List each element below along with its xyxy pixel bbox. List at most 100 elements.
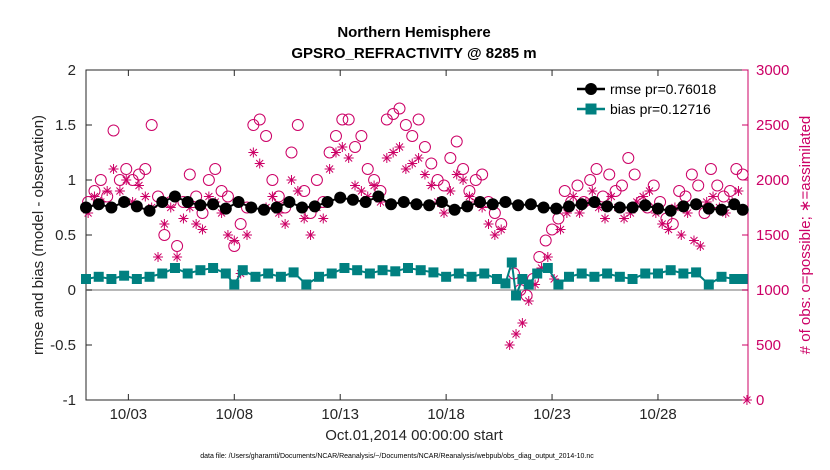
assimilated-obs-marker <box>381 153 392 163</box>
y-tick-label: 2 <box>68 62 76 79</box>
bias-point <box>542 263 553 273</box>
y-tick-label: 1 <box>68 172 76 189</box>
possible-obs-marker <box>266 174 279 186</box>
possible-obs-marker <box>476 168 489 181</box>
bias-point <box>576 268 587 279</box>
rmse-point <box>359 196 372 208</box>
rmse-point <box>346 193 359 206</box>
y-right-axis-label: # of obs: o=possible; ∗=assimilated <box>797 116 814 355</box>
possible-obs-marker <box>183 168 196 181</box>
assimilated-obs-marker <box>536 263 547 273</box>
x-tick-label: 10/28 <box>639 406 677 423</box>
assimilated-obs-marker <box>555 224 566 235</box>
assimilated-obs-marker <box>400 164 411 174</box>
possible-obs-marker <box>406 130 419 142</box>
rmse-point <box>448 203 461 216</box>
rmse-point <box>257 203 270 216</box>
assimilated-obs-marker <box>439 208 450 218</box>
assimilated-obs-marker <box>682 208 693 218</box>
rmse-point <box>524 198 537 211</box>
possible-obs-marker <box>349 141 362 153</box>
possible-obs-marker <box>558 185 571 197</box>
assimilated-obs-marker <box>561 208 572 218</box>
rmse-point <box>690 198 703 211</box>
rmse-point <box>423 199 436 212</box>
rmse-point <box>105 201 118 214</box>
rmse-point <box>296 201 309 214</box>
rmse-point <box>372 190 385 203</box>
assimilated-obs-marker <box>350 180 361 191</box>
assimilated-obs-marker <box>530 279 541 290</box>
assimilated-obs-marker <box>254 158 265 169</box>
y-tick-label: 0.5 <box>55 227 76 244</box>
rmse-point <box>664 204 677 217</box>
bias-point <box>506 257 517 268</box>
possible-obs-marker <box>285 146 298 159</box>
assimilated-obs-marker <box>133 180 144 191</box>
rmse-point <box>156 196 169 208</box>
possible-obs-marker <box>336 113 349 126</box>
legend-bias-label: bias pr=0.12716 <box>610 101 711 117</box>
assimilated-obs-marker <box>644 186 655 196</box>
rmse-point <box>537 201 550 214</box>
rmse-point <box>219 202 232 215</box>
possible-obs-marker <box>418 141 431 153</box>
bias-point <box>491 274 502 284</box>
x-tick-label: 10/08 <box>216 406 254 423</box>
bias-point <box>402 263 413 273</box>
assimilated-obs-marker <box>153 252 164 262</box>
possible-obs-marker <box>158 229 171 241</box>
assimilated-obs-marker <box>369 180 380 191</box>
bias-point <box>563 271 574 282</box>
assimilated-obs-marker <box>127 197 138 207</box>
possible-obs-marker <box>628 168 641 181</box>
possible-obs-marker <box>393 102 406 115</box>
assimilated-obs-marker <box>159 219 170 229</box>
x-tick-label: 10/13 <box>321 406 359 423</box>
bias-point <box>453 268 464 279</box>
x-axis-label: Oct.01,2014 00:00:00 start <box>325 427 503 444</box>
bias-point <box>729 274 740 284</box>
possible-obs-marker <box>571 179 584 192</box>
rmse-point <box>397 196 410 208</box>
bias-point <box>703 279 714 290</box>
y-right-tick-label: 2000 <box>756 172 789 189</box>
y-right-tick-label: 500 <box>756 337 781 354</box>
assimilated-obs-marker <box>464 191 475 202</box>
legend-bias-marker <box>585 103 597 115</box>
rmse-point <box>80 201 92 214</box>
assimilated-obs-marker <box>108 164 119 174</box>
assimilated-obs-marker <box>267 191 278 202</box>
bias-point <box>517 274 528 284</box>
rmse-point <box>334 191 347 204</box>
rmse-point <box>308 200 321 213</box>
assimilated-obs-marker <box>197 224 208 235</box>
assimilated-obs-marker <box>600 213 611 224</box>
rmse-point <box>321 196 334 208</box>
assimilated-obs-marker <box>229 235 240 246</box>
rmse-point <box>651 202 664 215</box>
rmse-point <box>550 202 563 215</box>
rmse-point <box>270 201 283 214</box>
possible-obs-marker <box>590 163 603 175</box>
possible-obs-marker <box>120 163 133 175</box>
rmse-point <box>512 199 525 212</box>
assimilated-obs-marker <box>593 202 604 213</box>
possible-obs-marker <box>171 240 184 252</box>
possible-obs-marker <box>539 234 552 247</box>
possible-obs-marker <box>603 168 616 181</box>
assimilated-obs-marker <box>511 329 522 339</box>
bias-point <box>614 271 625 282</box>
bias-point <box>466 271 477 282</box>
assimilated-obs-marker <box>523 296 534 306</box>
possible-obs-marker <box>234 218 247 230</box>
rmse-point <box>410 198 423 211</box>
assimilated-obs-marker <box>701 197 712 207</box>
rmse-point <box>639 199 652 212</box>
x-tick-label: 10/23 <box>533 406 571 423</box>
y-tick-label: -0.5 <box>50 337 76 354</box>
bias-point <box>377 265 388 276</box>
possible-obs-marker <box>615 179 628 192</box>
chart-title-line-1: Northern Hemisphere <box>337 24 490 41</box>
rmse-point <box>474 196 487 208</box>
